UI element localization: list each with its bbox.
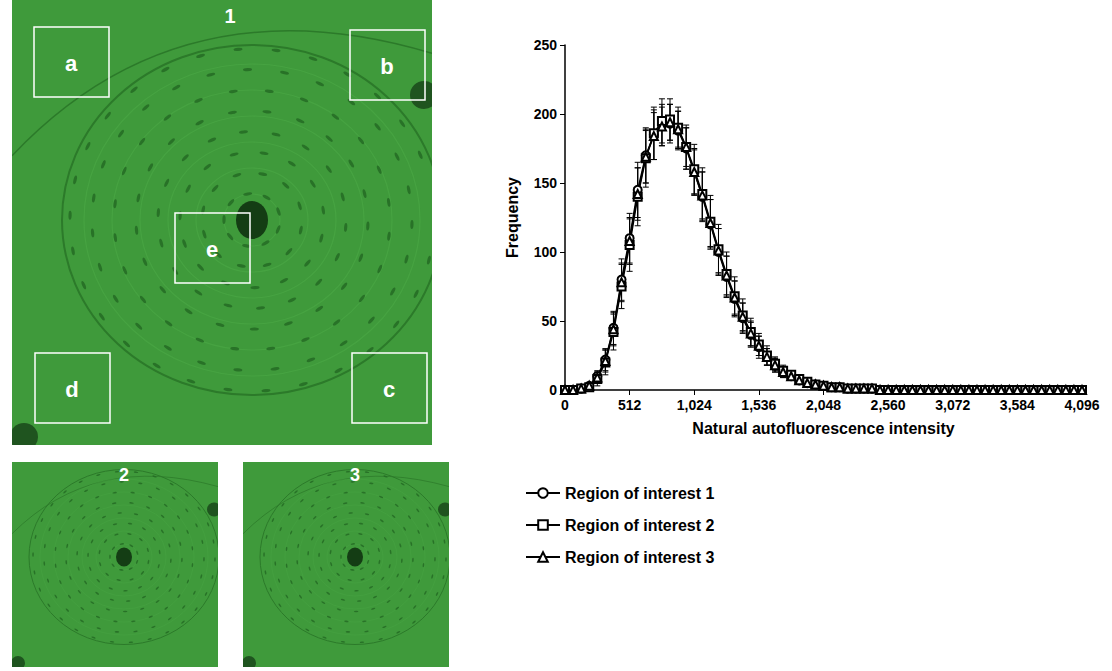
svg-text:b: b	[380, 54, 393, 79]
svg-text:2,048: 2,048	[806, 397, 841, 413]
svg-text:Region of interest 1: Region of interest 1	[565, 485, 714, 502]
svg-text:e: e	[206, 237, 218, 262]
svg-text:0: 0	[549, 382, 557, 398]
svg-text:100: 100	[534, 244, 558, 260]
svg-text:Frequency: Frequency	[504, 177, 521, 258]
svg-text:0: 0	[561, 397, 569, 413]
svg-text:200: 200	[534, 106, 558, 122]
svg-text:c: c	[383, 377, 395, 402]
svg-text:a: a	[65, 51, 78, 76]
svg-text:150: 150	[534, 175, 558, 191]
svg-text:2,560: 2,560	[871, 397, 906, 413]
svg-text:3,584: 3,584	[1000, 397, 1035, 413]
svg-text:512: 512	[618, 397, 642, 413]
svg-text:1,024: 1,024	[677, 397, 712, 413]
svg-text:3,072: 3,072	[935, 397, 970, 413]
svg-text:3: 3	[350, 465, 360, 485]
svg-text:1: 1	[224, 5, 235, 27]
svg-text:250: 250	[534, 37, 558, 53]
svg-text:Natural autofluorescence inten: Natural autofluorescence intensity	[692, 420, 954, 437]
svg-text:4,096: 4,096	[1064, 397, 1099, 413]
svg-text:Region of interest 3: Region of interest 3	[565, 549, 714, 566]
svg-text:50: 50	[541, 313, 557, 329]
svg-text:1,536: 1,536	[741, 397, 776, 413]
svg-text:Region of interest 2: Region of interest 2	[565, 517, 714, 534]
svg-text:d: d	[65, 377, 78, 402]
svg-text:2: 2	[119, 465, 129, 485]
